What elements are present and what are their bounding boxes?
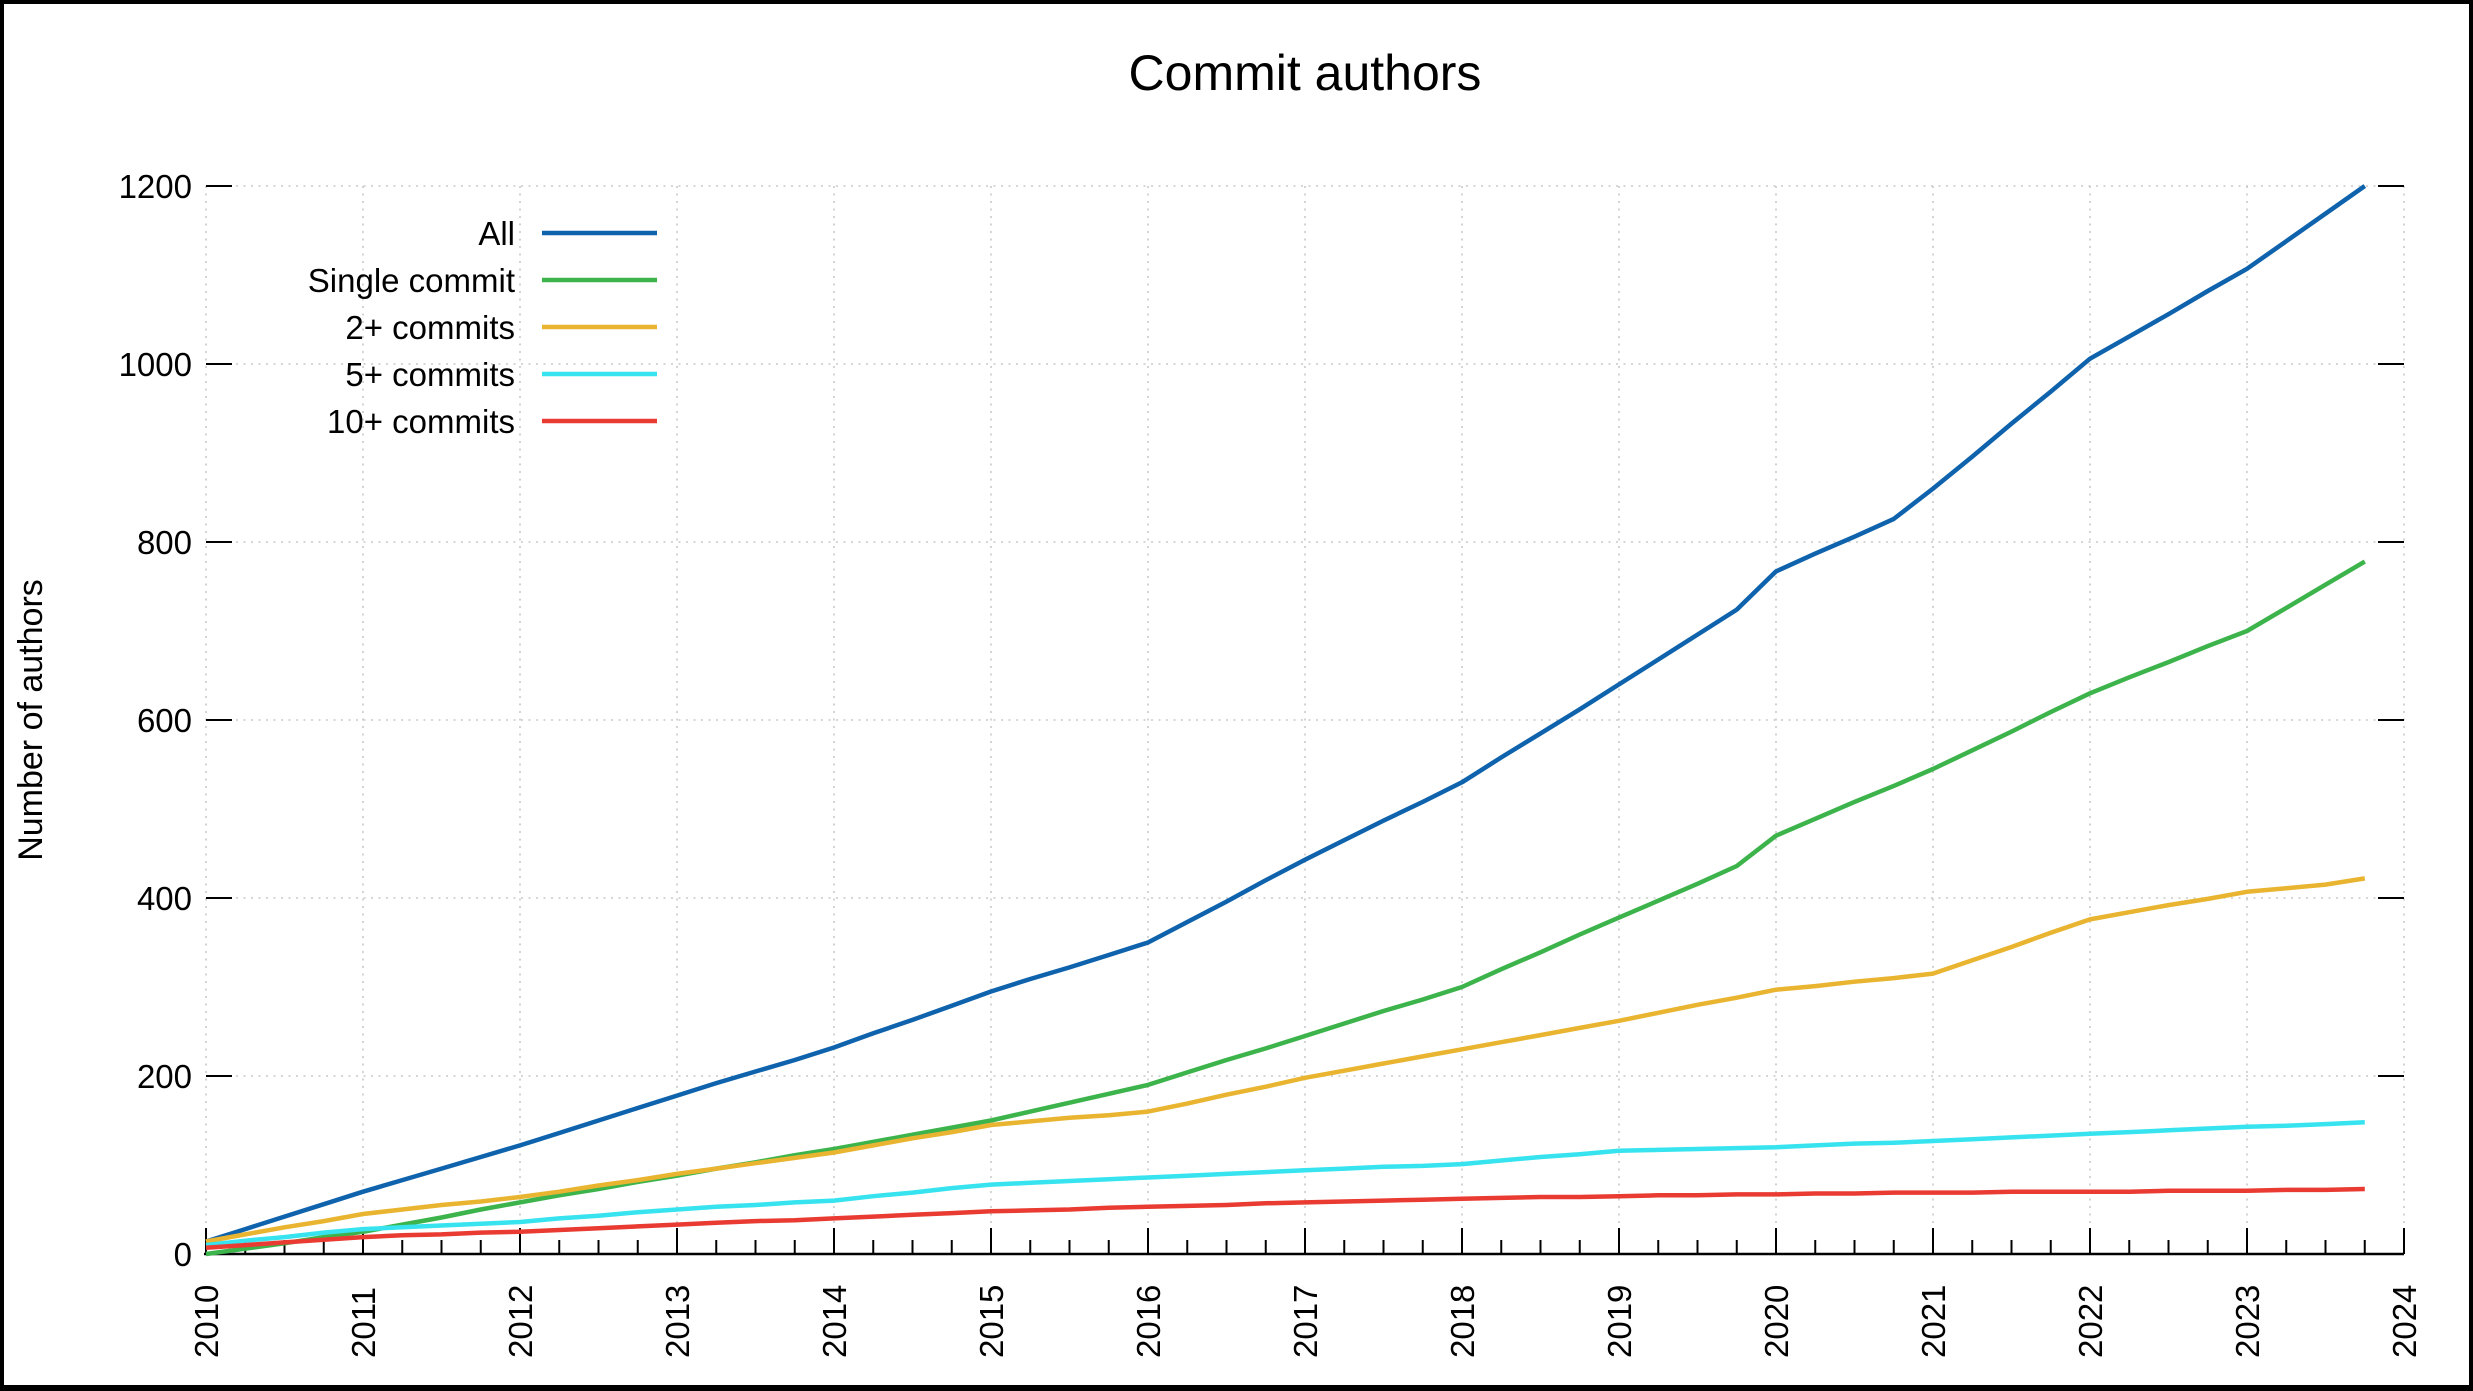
gridlines (205, 185, 2405, 1254)
x-tick-label: 2018 (1444, 1285, 1481, 1358)
y-tick-label: 1200 (119, 168, 192, 205)
legend-label: All (478, 215, 515, 252)
x-tick-label: 2015 (973, 1285, 1010, 1358)
chart-title: Commit authors (1129, 45, 1482, 101)
y-tick-label: 400 (137, 880, 192, 917)
y-tick-label: 600 (137, 702, 192, 739)
legend-label: 2+ commits (345, 309, 515, 346)
series-line-all (205, 184, 2367, 1244)
x-tick-label: 2014 (816, 1285, 853, 1358)
y-tick-label: 200 (137, 1058, 192, 1095)
x-tick-label: 2023 (2229, 1285, 2266, 1358)
x-tick-label: 2012 (502, 1285, 539, 1358)
y-tick-label: 0 (174, 1236, 192, 1273)
y-axis-title: Number of authors (12, 579, 50, 861)
legend: All Single commit 2+ commits 5+ commits 10+ … (308, 215, 657, 440)
x-tick-label: 2016 (1130, 1285, 1167, 1358)
series-line-10-commits (205, 1186, 2365, 1251)
series-lines (205, 184, 2367, 1257)
legend-item: 5+ commits (345, 356, 657, 393)
y-tick-label: 800 (137, 524, 192, 561)
legend-label: 5+ commits (345, 356, 515, 393)
series-line-single-commit (205, 559, 2366, 1257)
series-line-5-commits (205, 1120, 2365, 1248)
legend-item: 2+ commits (345, 309, 657, 346)
x-tick-label: 2024 (2386, 1285, 2423, 1358)
legend-item: 10+ commits (327, 403, 657, 440)
legend-label: Single commit (308, 262, 515, 299)
x-tick-label: 2011 (345, 1287, 382, 1358)
legend-label: 10+ commits (327, 403, 515, 440)
axes (204, 185, 2405, 1256)
x-tick-label: 2017 (1287, 1285, 1324, 1358)
x-tick-label: 2020 (1758, 1285, 1795, 1358)
y-tick-label: 1000 (119, 346, 192, 383)
x-tick-label: 2010 (188, 1285, 225, 1358)
x-tick-label: 2013 (659, 1285, 696, 1358)
series-line-2-commits (205, 876, 2366, 1244)
x-tick-label: 2022 (2072, 1285, 2109, 1358)
x-tick-label: 2019 (1601, 1285, 1638, 1358)
tick-labels: 0 200 400 600 800 1000 1200 2010 2011 2012 2013 201… (119, 168, 2423, 1358)
legend-item: Single commit (308, 262, 657, 299)
legend-item: All (478, 215, 657, 252)
x-tick-label: 2021 (1915, 1285, 1952, 1358)
